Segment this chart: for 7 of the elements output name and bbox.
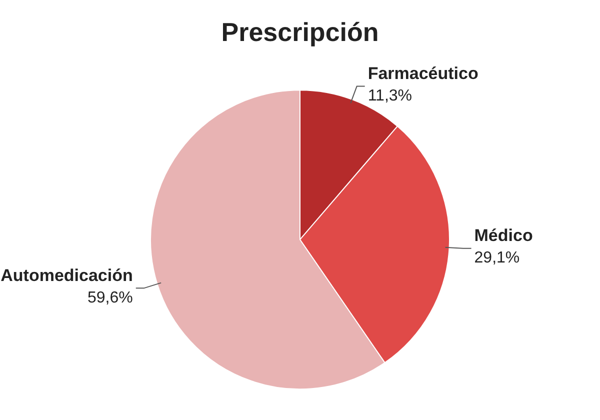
chart-title: Prescripción — [221, 16, 379, 47]
slice-label: Automedicación — [0, 266, 133, 285]
slice-label: Farmacéutico — [368, 64, 478, 83]
slice-label: Médico — [474, 226, 533, 246]
data-label: 11,3% — [368, 88, 412, 105]
data-label: 29,1% — [474, 250, 520, 267]
data-label: 59,6% — [88, 290, 133, 307]
